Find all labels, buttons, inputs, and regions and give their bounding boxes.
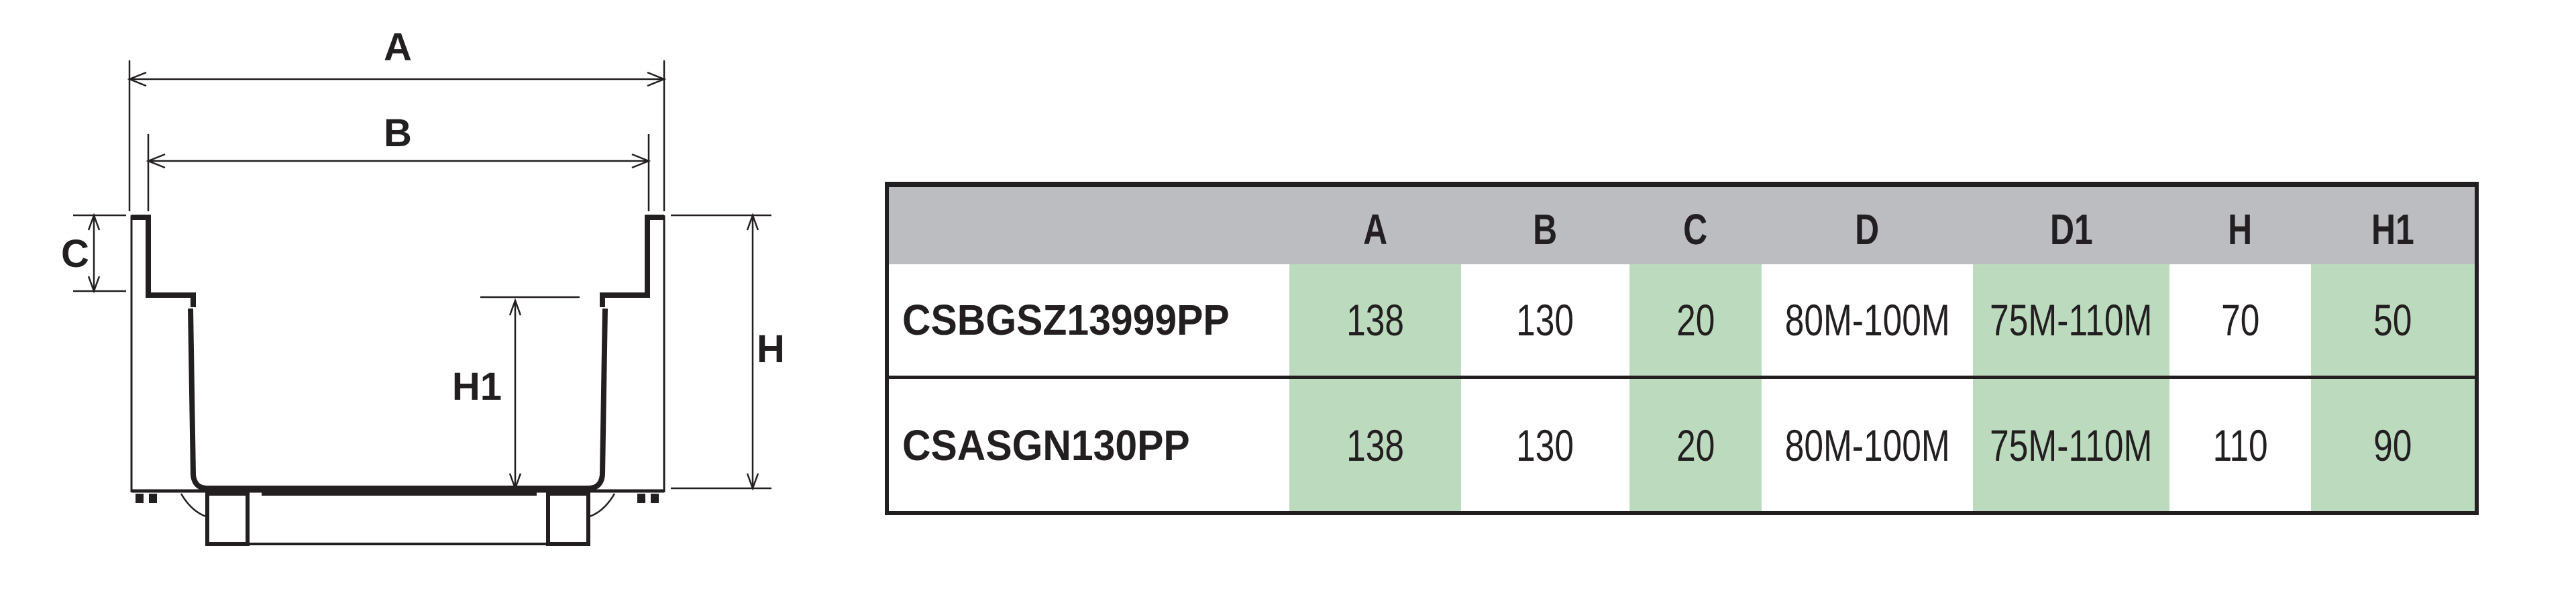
cross-section-drawing: A B C H1 H — [61, 25, 785, 546]
header-a: A — [1362, 205, 1388, 254]
cell-d: 80M-100M — [1784, 295, 1950, 345]
header-model — [889, 187, 1289, 264]
label-c: C — [61, 232, 89, 276]
cell-model: CSASGN130PP — [902, 421, 1190, 470]
cell-d1: 75M-110M — [1973, 264, 2169, 376]
header-d1: D1 — [2049, 205, 2093, 254]
cell-d1: 75M-110M — [1973, 379, 2169, 511]
header-h1: H1 — [2371, 205, 2414, 254]
cell-h: 110 — [2212, 420, 2268, 470]
table-row: CSBGSZ13999PP 138 130 20 80M-100M 75M-11… — [889, 264, 2475, 379]
label-h1: H1 — [452, 365, 502, 408]
cell-h1: 50 — [2311, 264, 2475, 376]
table-header-row: A B C D D1 H H1 — [889, 187, 2475, 264]
label-h: H — [757, 327, 785, 371]
cell-c: 20 — [1629, 379, 1762, 511]
cell-b: 130 — [1516, 420, 1574, 470]
cell-b: 130 — [1516, 295, 1574, 345]
header-c: C — [1683, 205, 1708, 254]
specification-table: A B C D D1 H H1 CSBGSZ13999PP 138 130 20… — [885, 182, 2479, 515]
cell-a: 138 — [1289, 264, 1461, 376]
label-b: B — [384, 111, 412, 155]
label-a: A — [384, 25, 412, 69]
header-d: D — [1855, 205, 1880, 254]
cell-h1: 90 — [2311, 379, 2475, 511]
header-h: H — [2228, 205, 2253, 254]
dimension-lines — [73, 60, 771, 491]
table-row: CSASGN130PP 138 130 20 80M-100M 75M-110M… — [889, 379, 2475, 511]
cell-d: 80M-100M — [1784, 420, 1950, 470]
cell-model: CSBGSZ13999PP — [902, 296, 1230, 344]
basin-profile — [130, 215, 665, 546]
cell-h: 70 — [2220, 295, 2260, 345]
header-b: B — [1533, 205, 1558, 254]
cell-a: 138 — [1289, 379, 1461, 511]
cell-c: 20 — [1629, 264, 1762, 376]
